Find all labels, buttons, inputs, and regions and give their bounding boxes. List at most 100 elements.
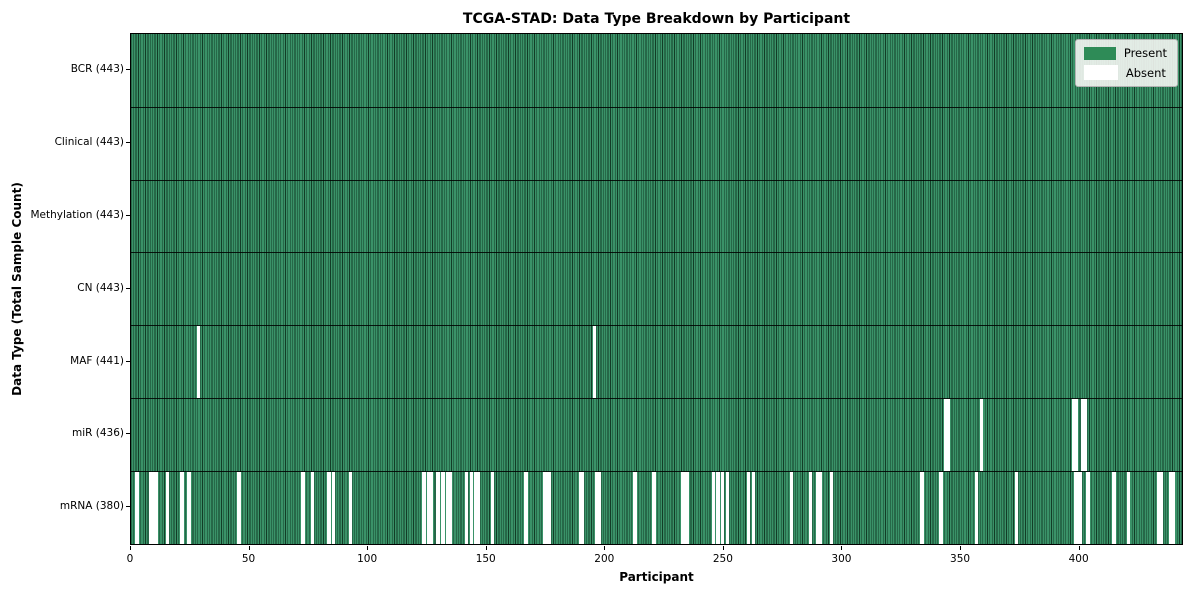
absent-stripe (711, 471, 715, 544)
heatmap-row-miR (131, 397, 1182, 471)
absent-stripe (808, 471, 813, 544)
ytick-mark (126, 433, 130, 435)
heatmap-row-MAF (131, 325, 1182, 398)
ytick-label-MAF: MAF (441) (70, 354, 124, 367)
xtick-label-400: 400 (1068, 553, 1089, 565)
absent-stripe (939, 471, 943, 544)
absent-stripe (426, 471, 431, 544)
absent-stripe (1076, 471, 1081, 544)
absent-swatch (1083, 65, 1118, 80)
absent-stripe (1159, 471, 1164, 544)
ytick-mark (126, 215, 130, 216)
heatmap-row-CN (131, 252, 1182, 326)
xtick-mark (960, 546, 962, 550)
xtick-label-50: 50 (241, 553, 256, 565)
absent-stripe (154, 471, 158, 544)
present-swatch (1083, 46, 1116, 60)
xtick-label-250: 250 (712, 553, 733, 565)
xtick-label-350: 350 (950, 553, 971, 565)
absent-stripe (581, 471, 585, 544)
absent-stripe (1157, 471, 1161, 544)
absent-stripe (1015, 471, 1019, 544)
absent-stripe (974, 471, 979, 544)
ytick-mark (126, 142, 130, 144)
ytick-label-Methylation: Methylation (443) (30, 209, 124, 221)
x-axis-tick-labels: 0 50 100 150 200 250 300 350 400 (126, 546, 1183, 566)
xtick-label-100: 100 (357, 553, 378, 565)
ytick-label-CN: CN (443) (77, 281, 124, 294)
y-axis-tick-marks (126, 33, 130, 545)
absent-stripe (166, 471, 170, 544)
absent-stripe (652, 471, 656, 544)
heatmap-rows (131, 34, 1182, 544)
xtick-label-0: 0 (126, 553, 134, 565)
legend: Present Absent (1074, 39, 1178, 87)
xtick-mark (248, 546, 250, 550)
absent-stripe (592, 326, 597, 398)
heatmap-row-Clinical (131, 106, 1182, 180)
absent-stripe (1112, 471, 1116, 544)
absent-stripe (332, 471, 336, 544)
absent-stripe (815, 471, 820, 544)
ytick-mark (126, 69, 130, 71)
absent-stripe (187, 471, 191, 544)
absent-stripe (524, 471, 528, 544)
absent-stripe (301, 471, 305, 544)
ytick-mark (126, 287, 130, 289)
absent-stripe (135, 471, 139, 544)
absent-stripe (237, 471, 241, 544)
xtick-label-150: 150 (475, 553, 496, 565)
absent-stripe (327, 471, 331, 544)
absent-stripe (1126, 471, 1130, 544)
absent-stripe (448, 471, 452, 544)
absent-stripe (474, 471, 478, 544)
absent-stripe (680, 471, 685, 544)
absent-stripe (490, 471, 495, 544)
absent-stripe (751, 471, 756, 544)
absent-stripe (818, 471, 822, 544)
absent-stripe (685, 471, 689, 544)
heatmap-row-Methylation (131, 179, 1182, 253)
absent-stripe (595, 471, 599, 544)
absent-stripe (348, 471, 353, 544)
x-axis-label: Participant (619, 570, 694, 584)
absent-stripe (476, 471, 481, 544)
absent-stripe (943, 398, 948, 471)
absent-stripe (436, 471, 440, 544)
absent-stripe (1169, 471, 1173, 544)
legend-label-absent: Absent (1125, 65, 1166, 80)
absent-stripe (725, 471, 730, 544)
ytick-label-mRNA: mRNA (380) (59, 500, 124, 513)
absent-stripe (429, 471, 433, 544)
heatmap-row-mRNA (131, 470, 1182, 544)
absent-stripe (180, 471, 184, 544)
xtick-label-200: 200 (594, 553, 615, 565)
legend-entry-absent: Absent (1083, 65, 1167, 80)
absent-stripe (469, 471, 473, 544)
absent-stripe (979, 398, 983, 471)
absent-stripe (1083, 398, 1088, 471)
legend-entry-present: Present (1083, 46, 1167, 60)
absent-stripe (683, 471, 687, 544)
ytick-mark (126, 506, 130, 508)
absent-stripe (721, 471, 725, 544)
absent-stripe (830, 471, 834, 544)
absent-stripe (445, 471, 450, 544)
absent-stripe (633, 471, 637, 544)
absent-stripe (543, 471, 547, 544)
absent-stripe (716, 471, 720, 544)
absent-stripe (578, 471, 583, 544)
absent-stripe (1072, 398, 1076, 471)
absent-stripe (151, 471, 156, 544)
xtick-mark (604, 546, 606, 550)
xtick-mark (130, 546, 131, 550)
xtick-mark (1078, 546, 1080, 550)
absent-stripe (547, 471, 552, 544)
legend-label-present: Present (1123, 46, 1167, 60)
absent-stripe (1074, 471, 1078, 544)
absent-stripe (441, 471, 445, 544)
absent-stripe (946, 398, 950, 471)
xtick-label-300: 300 (831, 553, 852, 565)
absent-stripe (149, 471, 153, 544)
